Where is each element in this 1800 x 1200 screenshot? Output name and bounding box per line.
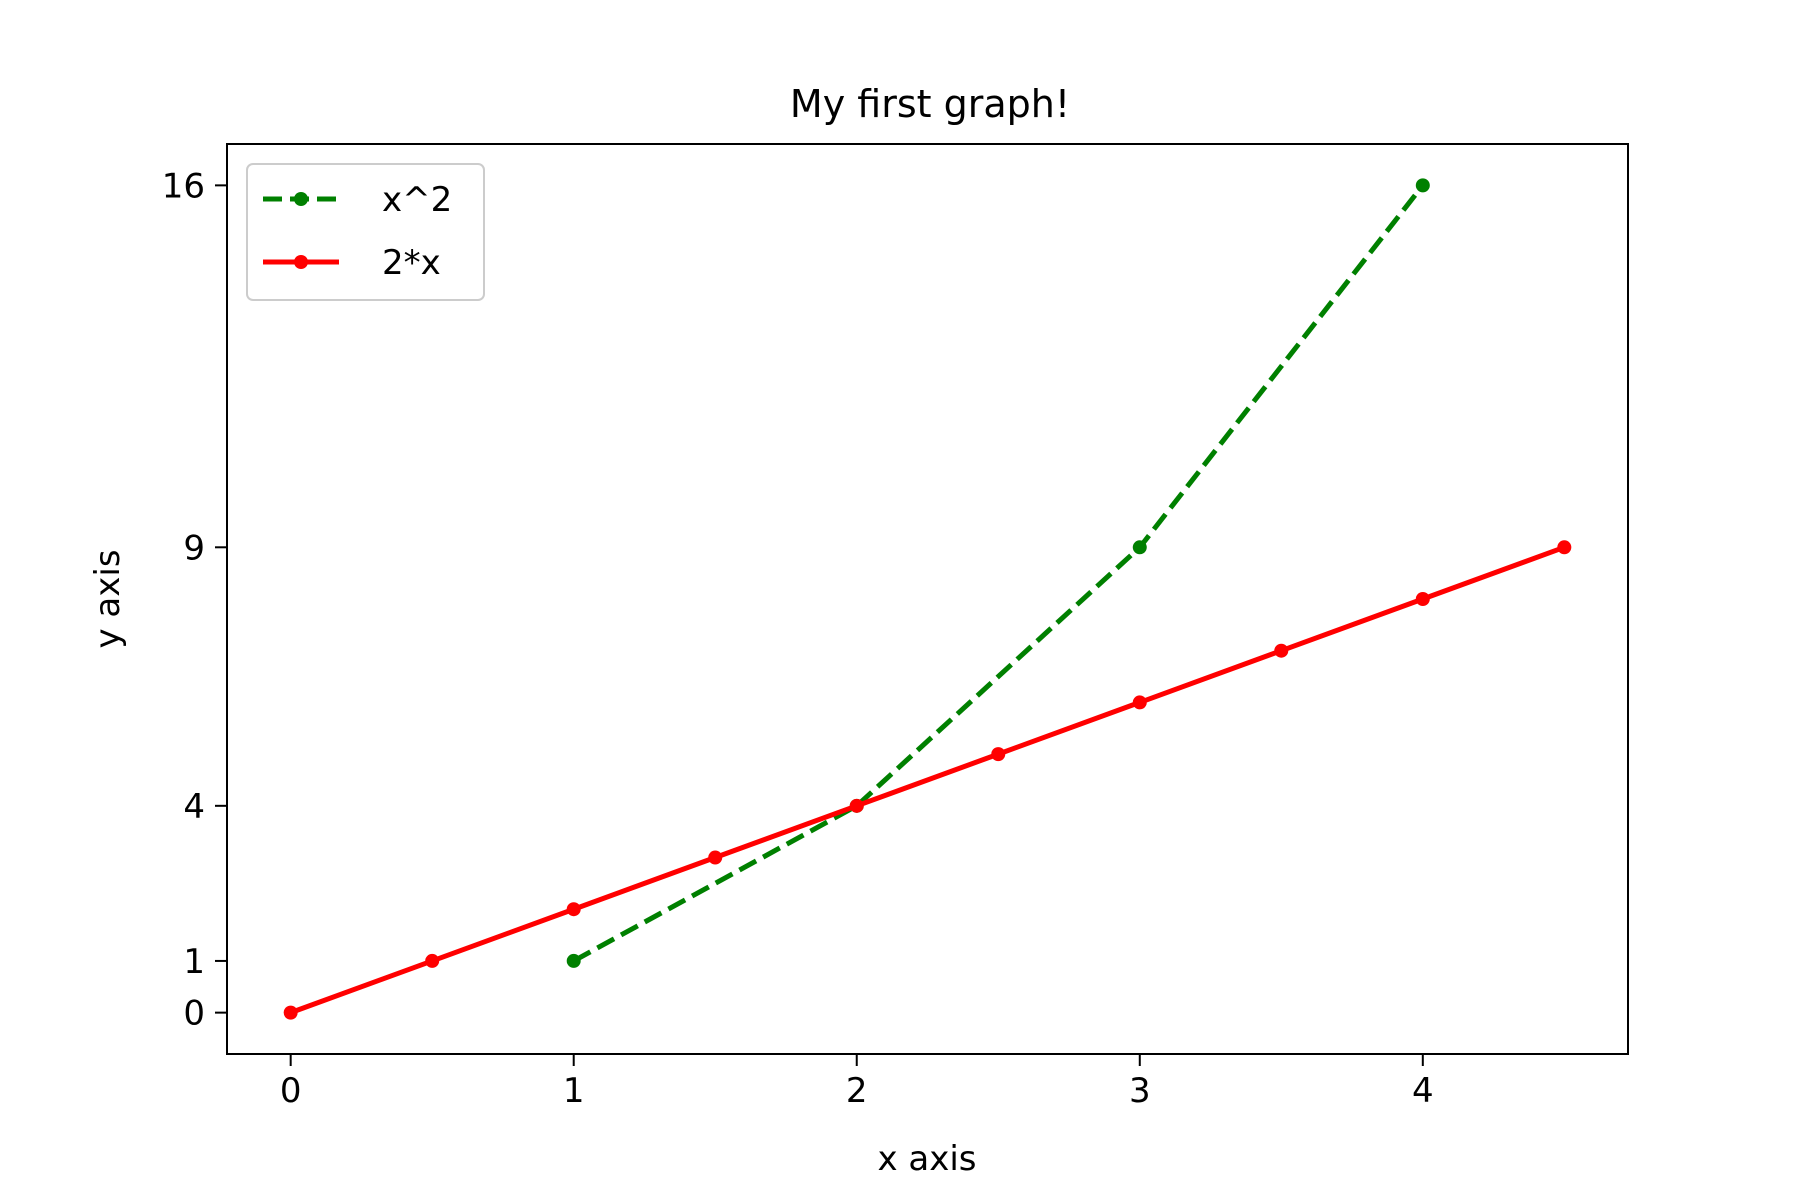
x-tick-label: 0 [280, 1071, 302, 1111]
series-layer [283, 178, 1572, 1020]
y-tick-label: 1 [183, 942, 205, 982]
legend-label: 2*x [382, 243, 441, 283]
data-point [1132, 695, 1147, 710]
x-tick-label: 1 [563, 1071, 585, 1111]
y-tick-label: 16 [162, 166, 205, 206]
x-tick-label: 3 [1129, 1071, 1151, 1111]
data-point [1274, 643, 1289, 658]
legend-marker [294, 255, 308, 269]
series-line [289, 544, 1566, 1015]
x-tick-label: 4 [1412, 1071, 1434, 1111]
y-tick-label: 9 [183, 528, 205, 568]
data-point [1557, 540, 1572, 555]
data-point [1132, 540, 1147, 555]
axes-frame [226, 143, 1629, 1055]
data-point [283, 1005, 298, 1020]
legend-marker [294, 192, 308, 206]
legend: x^2 2*x [246, 163, 485, 301]
y-axis-ticks: 0 1 4 9 16 [162, 166, 227, 1034]
data-point [1415, 592, 1430, 606]
x-tick-label: 2 [846, 1071, 868, 1111]
legend-label: x^2 [382, 180, 452, 220]
data-point [425, 953, 440, 968]
y-axis-label: y axis [88, 549, 128, 648]
y-tick-label: 0 [183, 994, 205, 1034]
y-tick-label: 4 [183, 787, 205, 827]
plot-area [226, 143, 1629, 1055]
x-axis-ticks: 0 1 2 3 4 [280, 1054, 1434, 1111]
legend-entries: x^2 2*x [263, 180, 452, 283]
data-point [566, 953, 581, 968]
data-point [849, 798, 864, 813]
data-point [708, 850, 723, 865]
series-1 [283, 540, 1572, 1020]
x-axis-label: x axis [877, 1139, 976, 1179]
chart-title: My first graph! [790, 82, 1070, 126]
data-point [1415, 178, 1430, 193]
series-line [572, 183, 1425, 964]
data-point [991, 747, 1006, 762]
data-point [566, 902, 581, 917]
